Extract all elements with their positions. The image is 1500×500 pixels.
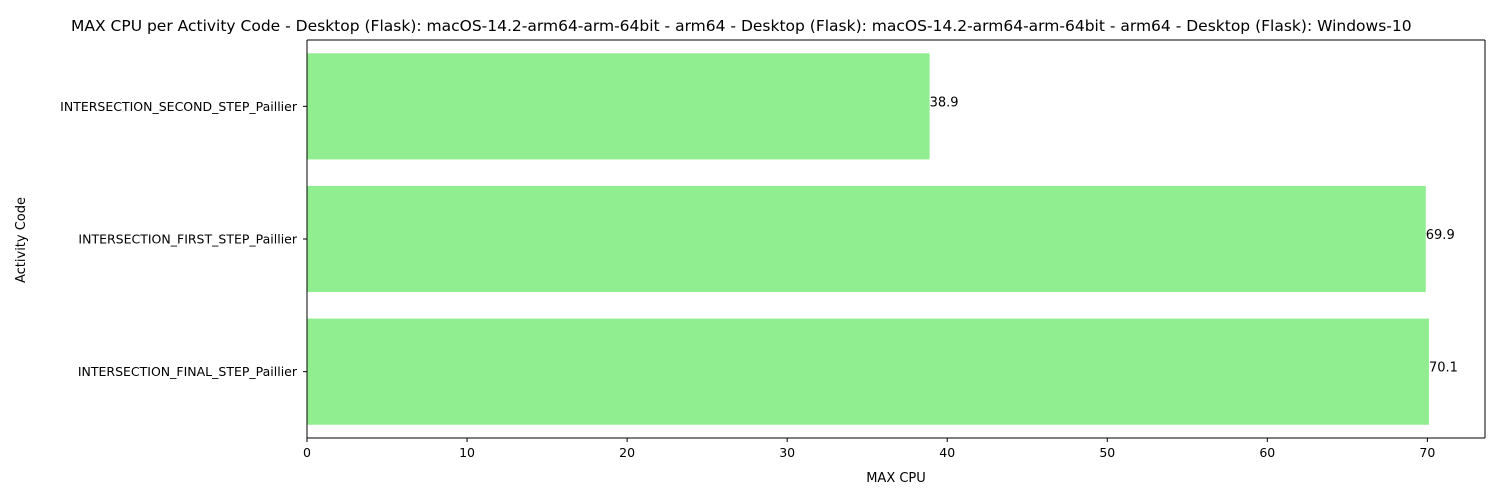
bar-intersection-first-step-paillier [307,185,1426,293]
value-labels-layer: 38.9 69.9 70.1 [930,95,1458,375]
y-tick-label: INTERSECTION_SECOND_STEP_Paillier [60,99,298,114]
value-label: 69.9 [1426,228,1455,243]
x-tick-label: 60 [1259,445,1275,460]
x-tick-label: 10 [459,445,475,460]
value-label: 70.1 [1429,361,1458,376]
bars-layer [307,53,1429,425]
chart-title: MAX CPU per Activity Code - Desktop (Fla… [71,17,1412,35]
value-label: 38.9 [930,95,959,110]
y-tick-label: INTERSECTION_FINAL_STEP_Paillier [78,364,298,379]
y-axis-label: Activity Code [14,197,29,283]
ticks-layer: INTERSECTION_SECOND_STEP_Paillier INTERSE… [60,99,1435,460]
bar-intersection-second-step-paillier [307,53,930,160]
x-tick-label: 50 [1099,445,1115,460]
y-tick-label: INTERSECTION_FIRST_STEP_Paillier [78,232,297,247]
x-tick-label: 0 [303,445,311,460]
x-axis-label: MAX CPU [866,471,926,486]
x-tick-label: 20 [619,445,635,460]
x-tick-label: 30 [779,445,795,460]
x-tick-label: 70 [1419,445,1435,460]
x-tick-label: 40 [939,445,955,460]
bar-intersection-final-step-paillier [307,318,1429,425]
